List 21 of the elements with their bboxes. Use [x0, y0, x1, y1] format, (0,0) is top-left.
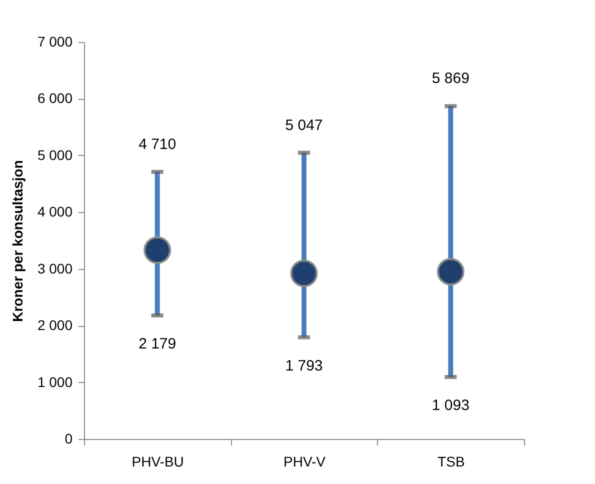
annotation: 4 710: [138, 136, 176, 153]
annotation: 5 869: [432, 70, 470, 88]
y-tick-label: 4 000: [37, 204, 73, 220]
annotation: 1 793: [285, 357, 323, 374]
annotation: 5 047: [285, 116, 323, 134]
point: [436, 258, 464, 286]
annotation: 1 093: [432, 397, 470, 414]
y-tick-label: 6 000: [37, 90, 73, 106]
point: [144, 236, 172, 264]
y-tick-label: 2 000: [37, 317, 73, 334]
y-tick-label: 1 000: [37, 374, 73, 390]
y-tick-label: 7 000: [37, 34, 73, 50]
y-tick-label: 3 000: [37, 260, 73, 276]
x-tick-label: PHV-BU: [132, 454, 184, 470]
x-tick-label: PHV-V: [283, 454, 326, 470]
point: [290, 260, 318, 288]
y-axis-title: Kroner per konsultasjon: [9, 160, 26, 322]
annotation: 2 179: [138, 335, 176, 352]
y-tick-label: 0: [64, 430, 73, 446]
x-tick-label: TSB: [438, 454, 465, 470]
y-tick-label: 5 000: [37, 146, 73, 163]
